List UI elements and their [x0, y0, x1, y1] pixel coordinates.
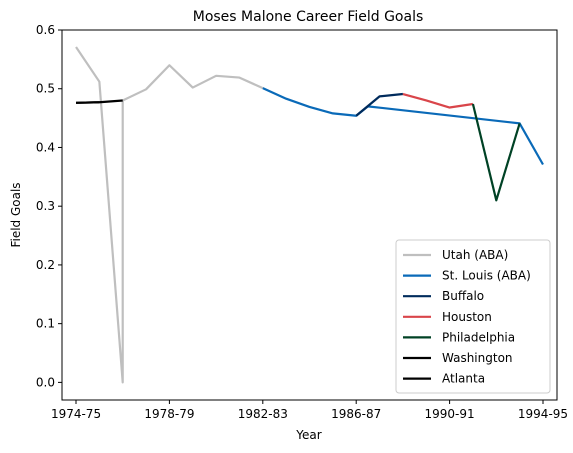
legend-label: Atlanta: [442, 372, 485, 386]
x-tick-label: 1978-79: [144, 407, 194, 421]
plot-lines: [75, 46, 544, 384]
y-tick-label: 0.5: [36, 82, 55, 96]
series-line-5: [471, 103, 521, 202]
y-tick-label: 0.2: [36, 258, 55, 272]
series-line-1: [75, 46, 264, 384]
y-axis: 0.0 0.1 0.2 0.3 0.4 0.5 0.6: [36, 23, 62, 389]
x-tick-label: 1990-91: [425, 407, 475, 421]
legend-label: Philadelphia: [442, 330, 515, 344]
x-tick-label: 1974-75: [51, 407, 101, 421]
x-tick-label: 1994-95: [518, 407, 568, 421]
legend: Utah (ABA) St. Louis (ABA) Buffalo Houston P…: [395, 239, 551, 394]
x-tick-label: 1986-87: [331, 407, 381, 421]
plot-area-frame: [61, 29, 558, 401]
x-tick-label: 1982-83: [238, 407, 288, 421]
legend-label: Washington: [442, 351, 513, 365]
legend-frame: [395, 239, 551, 394]
series-line-3: [355, 92, 404, 117]
chart-title: Moses Malone Career Field Goals: [193, 9, 424, 25]
legend-label: Utah (ABA): [442, 248, 508, 262]
series-line-2: [262, 87, 544, 166]
x-axis: 1974-75 1978-79 1982-83 1986-87 1990-91 1994-…: [51, 400, 568, 421]
legend-label: Houston: [442, 310, 492, 324]
y-tick-label: 0.6: [36, 23, 55, 37]
y-tick-label: 0.1: [36, 317, 55, 331]
legend-label: St. Louis (ABA): [442, 269, 531, 283]
y-tick-label: 0.3: [36, 199, 55, 213]
series-line-4: [402, 92, 474, 109]
series-line-7: [75, 101, 100, 104]
y-tick-label: 0.0: [36, 375, 55, 389]
x-axis-label: Year: [295, 428, 321, 442]
y-axis-label: Field Goals: [9, 182, 23, 247]
y-tick-label: 0.4: [36, 140, 55, 154]
legend-label: Buffalo: [442, 289, 484, 303]
